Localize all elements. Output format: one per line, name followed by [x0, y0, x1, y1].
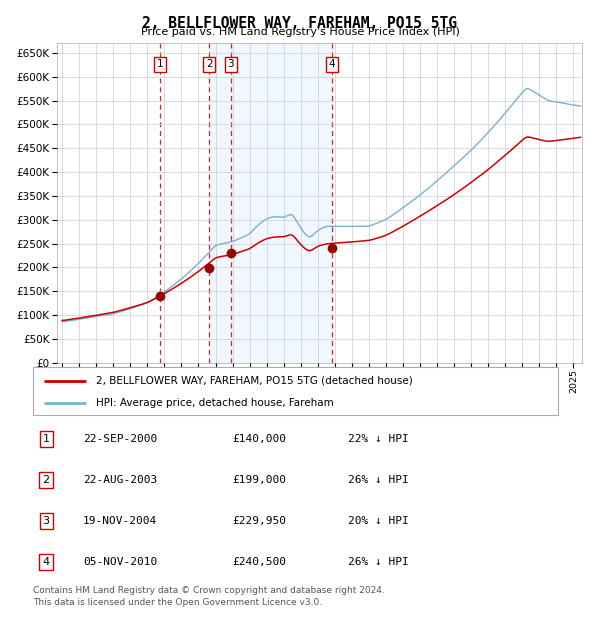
Text: Price paid vs. HM Land Registry's House Price Index (HPI): Price paid vs. HM Land Registry's House … [140, 27, 460, 37]
Text: 22-AUG-2003: 22-AUG-2003 [83, 475, 157, 485]
Text: HPI: Average price, detached house, Fareham: HPI: Average price, detached house, Fare… [96, 398, 334, 409]
FancyBboxPatch shape [33, 367, 558, 415]
Text: 2, BELLFLOWER WAY, FAREHAM, PO15 5TG (detached house): 2, BELLFLOWER WAY, FAREHAM, PO15 5TG (de… [96, 376, 413, 386]
Text: 19-NOV-2004: 19-NOV-2004 [83, 516, 157, 526]
Text: £140,000: £140,000 [233, 434, 287, 444]
Text: 1: 1 [157, 59, 163, 69]
Text: 3: 3 [43, 516, 50, 526]
Text: £229,950: £229,950 [233, 516, 287, 526]
Text: 2, BELLFLOWER WAY, FAREHAM, PO15 5TG: 2, BELLFLOWER WAY, FAREHAM, PO15 5TG [143, 16, 458, 30]
Text: 4: 4 [329, 59, 335, 69]
Text: 4: 4 [43, 557, 50, 567]
Text: 22-SEP-2000: 22-SEP-2000 [83, 434, 157, 444]
Bar [209, 43, 332, 363]
Text: 3: 3 [227, 59, 234, 69]
Text: 26% ↓ HPI: 26% ↓ HPI [348, 557, 409, 567]
Text: 2: 2 [43, 475, 50, 485]
Text: £199,000: £199,000 [233, 475, 287, 485]
Text: 22% ↓ HPI: 22% ↓ HPI [348, 434, 409, 444]
Text: £240,500: £240,500 [233, 557, 287, 567]
Bar [209, 43, 332, 363]
Text: 05-NOV-2010: 05-NOV-2010 [83, 557, 157, 567]
Text: 1: 1 [43, 434, 50, 444]
Text: 20% ↓ HPI: 20% ↓ HPI [348, 516, 409, 526]
Text: 2: 2 [206, 59, 212, 69]
Text: 26% ↓ HPI: 26% ↓ HPI [348, 475, 409, 485]
Text: Contains HM Land Registry data © Crown copyright and database right 2024.
This d: Contains HM Land Registry data © Crown c… [33, 586, 385, 608]
